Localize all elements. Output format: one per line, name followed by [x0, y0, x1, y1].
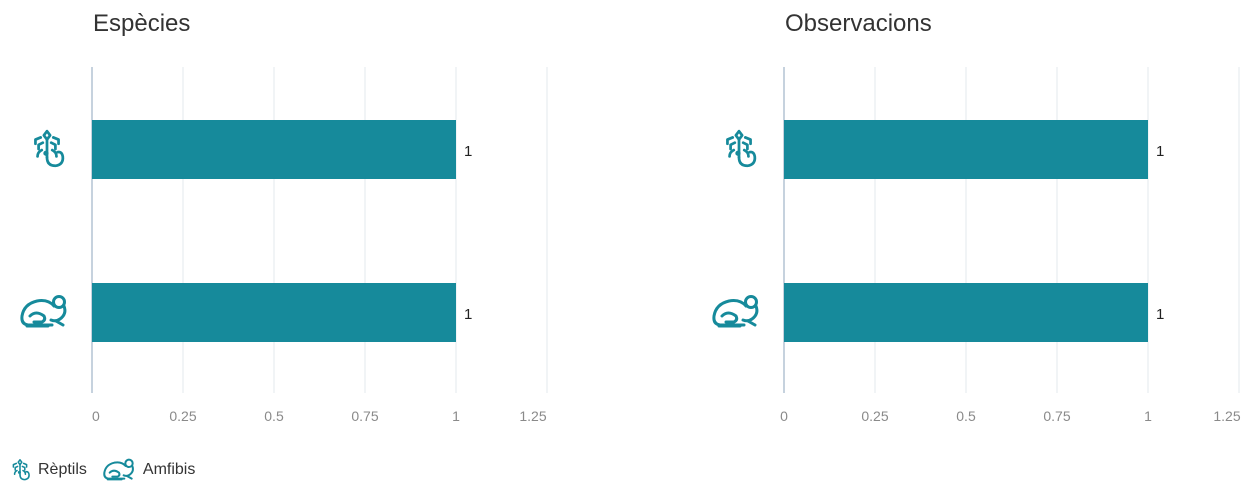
legend-item-amfibis[interactable]: Amfibis	[101, 458, 195, 482]
data-label: 1	[464, 306, 472, 323]
x-tick-label: 0.25	[169, 408, 196, 424]
x-tick-label: 0	[92, 408, 100, 424]
data-label: 1	[1156, 306, 1164, 323]
chart-title: Observacions	[785, 10, 932, 37]
legend: Rèptils Amfibis	[8, 456, 195, 484]
x-tick-label: 0.25	[861, 408, 888, 424]
x-tick-labels: 0 0.25 0.5 0.75 1 1.25	[780, 408, 1241, 424]
x-tick-label: 0.5	[264, 408, 284, 424]
frog-icon	[103, 458, 134, 481]
bar-amfibis	[784, 283, 1148, 342]
legend-item-reptils[interactable]: Rèptils	[8, 457, 87, 483]
x-tick-label: 0.5	[956, 408, 976, 424]
grid-lines	[182, 67, 548, 393]
grid-lines	[874, 67, 1240, 393]
x-tick-label: 0.75	[351, 408, 378, 424]
frog-icon	[20, 295, 67, 328]
lizard-icon	[725, 129, 757, 168]
bar-amfibis	[92, 283, 456, 342]
lizard-icon	[33, 129, 65, 168]
legend-label: Amfibis	[142, 461, 196, 478]
chart-especies: Espècies 1 1 0 0.25 0.5 0.75 1 1.25	[20, 10, 548, 424]
x-tick-label: 1	[452, 408, 460, 424]
x-tick-label: 0	[780, 408, 788, 424]
data-label: 1	[1156, 143, 1164, 160]
legend-label: Rèptils	[38, 461, 87, 478]
x-tick-labels: 0 0.25 0.5 0.75 1 1.25	[92, 408, 547, 424]
x-tick-label: 0.75	[1043, 408, 1070, 424]
data-label: 1	[464, 143, 472, 160]
x-tick-label: 1	[1144, 408, 1152, 424]
x-tick-label: 1.25	[1213, 408, 1240, 424]
x-tick-label: 1.25	[519, 408, 546, 424]
frog-icon	[712, 295, 759, 328]
lizard-icon	[12, 458, 30, 481]
bar-reptils	[92, 120, 456, 179]
bar-reptils	[784, 120, 1148, 179]
chart-title: Espècies	[93, 10, 190, 37]
chart-observacions: Observacions 1 1 0 0.25 0.5 0.75 1 1.25	[712, 10, 1241, 424]
